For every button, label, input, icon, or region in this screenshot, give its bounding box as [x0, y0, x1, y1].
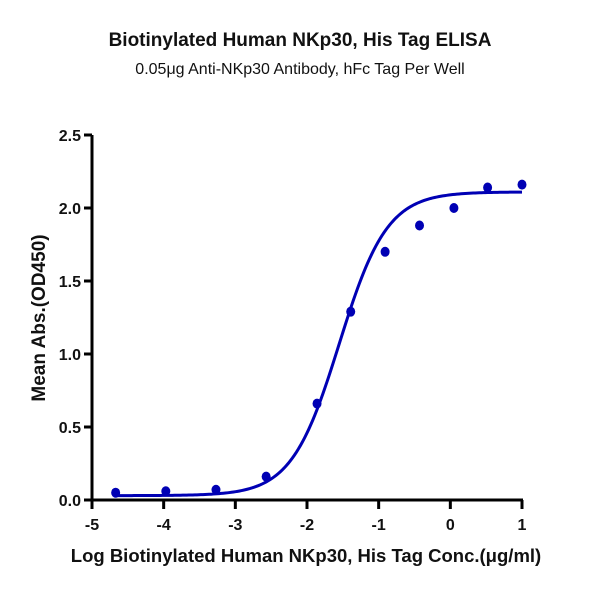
x-tick-label: -4 [157, 517, 171, 534]
y-tick-label: 1.0 [59, 347, 81, 364]
data-point [517, 179, 527, 190]
data-point [211, 484, 221, 495]
x-tick-label: -5 [85, 517, 99, 534]
data-point [111, 487, 121, 498]
data-point [346, 306, 356, 317]
data-points [111, 179, 527, 498]
x-tick-label: -2 [300, 517, 314, 534]
fit-curve [115, 190, 523, 498]
data-point [449, 203, 459, 213]
data-point [483, 182, 493, 193]
y-tick-label: 2.5 [59, 128, 81, 145]
y-tick-label: 2.0 [59, 201, 81, 218]
data-point [161, 486, 171, 497]
data-point [312, 398, 322, 409]
chart-subtitle: 0.05μg Anti-NKp30 Antibody, hFc Tag Per … [135, 61, 465, 78]
x-tick-label: -1 [372, 517, 386, 534]
y-tick-label: 0.0 [59, 493, 81, 510]
data-point [415, 220, 425, 231]
data-point [261, 471, 271, 482]
y-tick-label: 1.5 [59, 274, 81, 291]
x-tick-label: 1 [518, 517, 527, 534]
x-tick-label: 0 [446, 517, 455, 534]
y-tick-label: 0.5 [59, 420, 81, 437]
x-tick-label: -3 [228, 517, 242, 534]
x-axis-label: Log Biotinylated Human NKp30, His Tag Co… [70, 545, 542, 566]
chart-title: Biotinylated Human NKp30, His Tag ELISA [108, 30, 492, 51]
axes: 0.0 0.5 1.0 1.5 2.0 2.5 -5 -4 -3 -2 -1 0 1 [59, 128, 527, 534]
data-point [380, 246, 390, 257]
